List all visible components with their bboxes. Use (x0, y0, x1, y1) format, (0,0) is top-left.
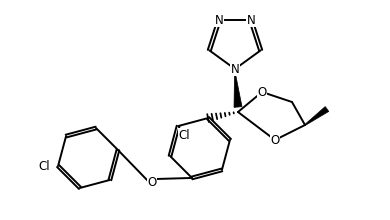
Text: N: N (215, 14, 223, 27)
Text: Cl: Cl (178, 128, 190, 142)
Text: O: O (257, 86, 267, 99)
Polygon shape (305, 106, 329, 125)
Text: O: O (270, 134, 280, 147)
Text: N: N (230, 62, 239, 75)
Text: O: O (147, 176, 157, 189)
Polygon shape (234, 74, 242, 107)
Text: N: N (246, 14, 255, 27)
Text: Cl: Cl (39, 160, 50, 172)
